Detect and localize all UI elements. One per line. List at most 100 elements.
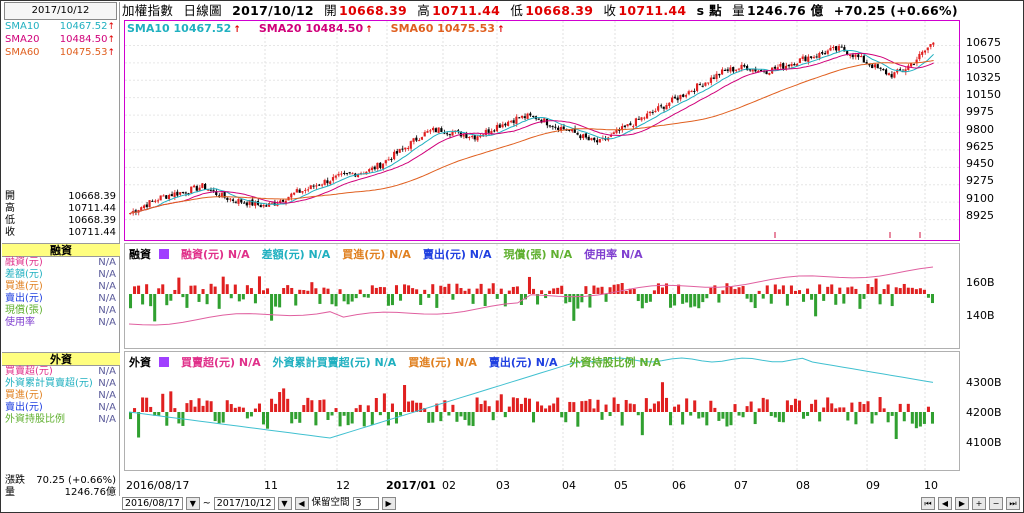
sma-legend-value: 10484.50↑ [59, 34, 115, 45]
close-value: 10711.44 [618, 3, 687, 18]
candle-body [668, 102, 671, 106]
y-axis-tick-label: 9275 [966, 174, 994, 188]
foreign-bar [479, 404, 483, 412]
candle-body [551, 126, 554, 128]
up-arrow-icon: ↑ [107, 48, 115, 58]
end-date-field[interactable]: 2017/10/12 [213, 497, 275, 510]
scroll-left-icon[interactable]: ◀ [294, 497, 309, 510]
foreign-bar [511, 397, 515, 412]
margin-bar [209, 283, 213, 294]
margin-bar [733, 289, 737, 294]
prev-icon[interactable]: ◀ [938, 497, 952, 510]
foreign-bar [161, 393, 165, 412]
y-axis-tick-label: 4200B [966, 406, 1002, 419]
candlestick-chart[interactable]: SMA10 10467.52 ↑ SMA20 10484.50 ↑ SMA60 1047… [124, 20, 960, 241]
candle-body [757, 70, 760, 73]
candle-body [698, 84, 701, 86]
candle-body [854, 54, 857, 57]
next-icon[interactable]: ▶ [955, 497, 969, 510]
foreign-legend-row-value: N/A [98, 366, 116, 377]
margin-bar [753, 294, 757, 309]
margin-bar [604, 294, 608, 302]
margin-chart[interactable]: 融資 融資(元) N/A 差額(元) N/A 買進(元) N/A 賣出(元) N/A 現償… [124, 243, 960, 349]
candle-body [509, 121, 512, 123]
foreign-bar [709, 400, 713, 412]
candle-body [504, 123, 507, 126]
foreign-chart-legend-item: 買進(元) N/A [408, 356, 477, 369]
candlestick-svg [125, 21, 959, 240]
margin-bar [374, 287, 378, 294]
foreign-chart[interactable]: 外資 買賣超(元) N/A 外資累計買賣超(元) N/A 買進(元) N/A 賣出(元)… [124, 351, 960, 471]
start-date-field[interactable]: 2016/08/17 [122, 497, 183, 510]
candle-body [170, 194, 173, 197]
candle-body [809, 56, 813, 58]
margin-bar [842, 294, 846, 304]
candle-body [529, 113, 532, 116]
foreign-bar [153, 412, 157, 416]
margin-bar [261, 290, 266, 294]
candle-body [626, 124, 629, 127]
foreign-bar [644, 398, 648, 412]
candle-body [248, 200, 251, 205]
candle-body [590, 138, 593, 141]
candle-body [270, 202, 273, 204]
candle-body [334, 175, 337, 178]
quote-label: 高 [5, 203, 15, 214]
last-page-icon[interactable]: ⏭ [1006, 497, 1020, 510]
scroll-right-icon[interactable]: ▶ [381, 497, 396, 510]
foreign-legend-row-label: 賣出(元) [5, 402, 43, 413]
keep-space-label: 保留空間 [311, 497, 350, 510]
foreign-bar [378, 412, 382, 416]
sma20-line [130, 52, 934, 214]
margin-bar [503, 294, 507, 307]
foreign-bar [149, 406, 153, 412]
foreign-bar [725, 412, 729, 427]
margin-bar [286, 285, 290, 294]
margin-bar [802, 294, 806, 302]
candle-body [376, 162, 379, 170]
foreign-bar [882, 408, 886, 412]
end-date-dropdown-icon[interactable]: ▼ [277, 497, 292, 510]
candle-body [295, 189, 298, 193]
foreign-bar [729, 412, 733, 426]
margin-bar [515, 286, 519, 294]
foreign-bar [910, 412, 914, 424]
foreign-bar [137, 412, 141, 438]
foreign-bar [822, 407, 826, 412]
margin-bar [810, 294, 814, 300]
candle-body [459, 131, 462, 137]
candle-body [812, 56, 815, 59]
margin-bar [548, 290, 552, 294]
margin-bar [910, 287, 914, 294]
margin-bar [253, 294, 257, 304]
zoom-in-icon[interactable]: + [972, 497, 986, 510]
candle-body [629, 123, 632, 126]
margin-bar [483, 294, 487, 307]
foreign-bar [282, 388, 286, 412]
margin-bar [814, 294, 818, 317]
margin-bar [229, 294, 233, 299]
foreign-bar [499, 394, 503, 412]
foreign-bar [685, 398, 689, 412]
zoom-out-icon[interactable]: − [989, 497, 1003, 510]
foreign-bar [850, 402, 854, 412]
margin-bar [882, 289, 886, 294]
candle-body [715, 73, 718, 79]
candle-body [748, 69, 751, 71]
first-page-icon[interactable]: ⏮ [921, 497, 935, 510]
foreign-bar [926, 406, 930, 412]
foreign-bar [193, 406, 197, 412]
candle-body [796, 63, 799, 67]
foreign-legend-row-value: N/A [98, 414, 116, 425]
margin-legend-row-label: 融資(元) [5, 257, 43, 268]
foreign-bar [229, 404, 233, 412]
foreign-chart-legend: 外資 買賣超(元) N/A 外資累計買賣超(元) N/A 買進(元) N/A 賣出(元)… [129, 354, 673, 370]
keep-space-field[interactable]: 3 [352, 497, 379, 510]
foreign-bar [201, 405, 205, 412]
legend-settings-icon[interactable] [159, 249, 169, 259]
start-date-dropdown-icon[interactable]: ▼ [185, 497, 200, 510]
candle-body [512, 120, 515, 123]
foreign-bar [878, 397, 882, 412]
legend-settings-icon[interactable] [159, 357, 169, 367]
margin-bar [761, 294, 765, 299]
